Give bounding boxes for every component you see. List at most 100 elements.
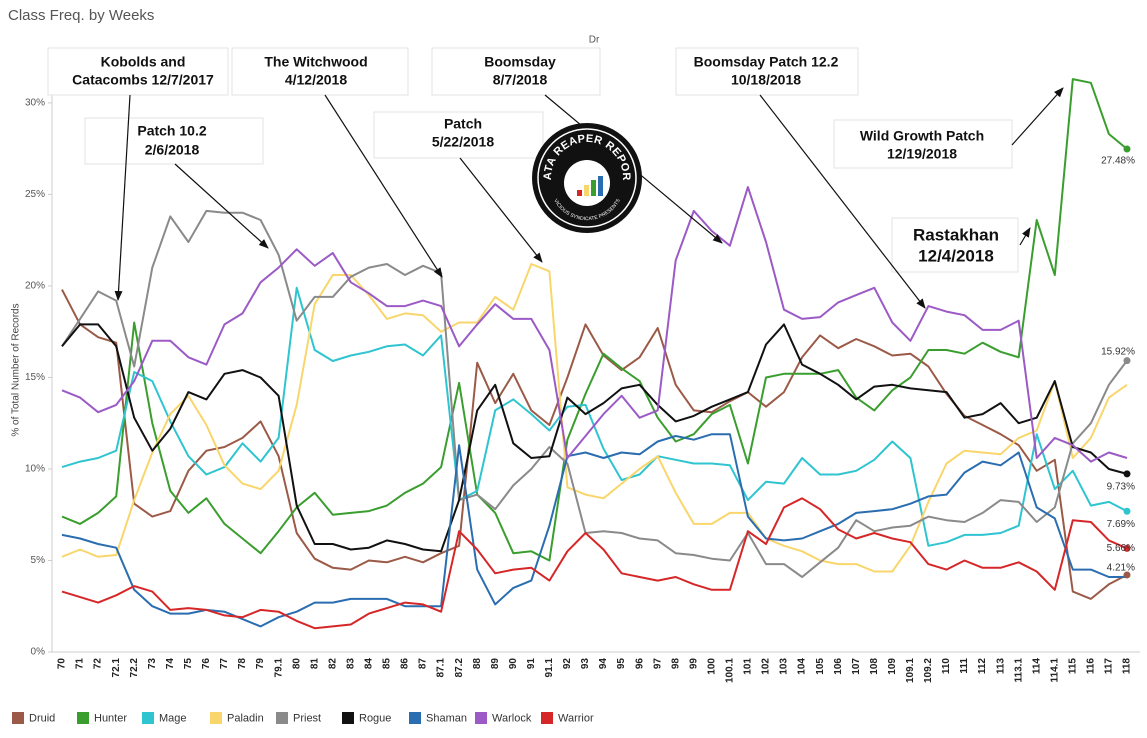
x-tick-label: 108 [869, 658, 880, 675]
end-point [1123, 470, 1131, 478]
annotation-arrow [324, 94, 443, 278]
legend-swatch [77, 712, 89, 724]
y-axis-label: % of Total Number of Records [11, 303, 22, 436]
x-tick-label: 94 [598, 658, 609, 670]
series-line [61, 286, 1128, 547]
legend-swatch [142, 712, 154, 724]
x-tick-label: 105 [815, 658, 826, 675]
x-tick-label: 73 [147, 658, 158, 670]
annotation-arrow [114, 94, 131, 301]
logo-bar [591, 180, 596, 196]
x-tick-label: 114.1 [1049, 658, 1060, 683]
x-tick-label: 86 [400, 658, 411, 670]
annotation-text: 12/4/2018 [918, 246, 994, 265]
x-tick-label: 77 [219, 658, 230, 670]
x-tick-label: 104 [797, 658, 808, 675]
annotation-arrow [174, 163, 269, 249]
legend-swatch [12, 712, 24, 724]
x-tick-label: 79.1 [273, 658, 284, 678]
x-tick-label: 87 [418, 658, 429, 670]
legend-swatch [210, 712, 222, 724]
series-line [61, 186, 1128, 463]
x-tick-label: 87.2 [454, 658, 465, 678]
x-tick-label: 79 [255, 658, 266, 670]
legend-label: Hunter [94, 712, 127, 724]
annotation-arrow [759, 94, 926, 309]
annotation-text: 10/18/2018 [731, 72, 801, 88]
x-tick-label: 89 [490, 658, 501, 670]
x-tick-label: 107 [851, 658, 862, 675]
annotation-text: 5/22/2018 [432, 134, 494, 150]
x-tick-label: 72.1 [111, 658, 122, 678]
end-point [1123, 357, 1131, 365]
logo-bar [598, 176, 603, 196]
x-tick-label: 109 [887, 658, 898, 675]
legend-swatch [342, 712, 354, 724]
x-tick-label: 87.1 [436, 658, 447, 678]
logo-inner [564, 160, 610, 206]
legend-label: Priest [293, 712, 321, 724]
x-tick-label: 76 [201, 658, 212, 670]
legend-label: Rogue [359, 712, 391, 724]
annotation-text: Boomsday [484, 54, 556, 70]
legend-label: Warlock [492, 712, 532, 724]
annotation-box [675, 47, 859, 96]
x-tick-label: 85 [382, 658, 393, 670]
column-header: Dr [589, 35, 600, 46]
annotation-box [891, 217, 1019, 273]
x-tick-label: 115 [1067, 658, 1078, 675]
legend-swatch [409, 712, 421, 724]
end-point [1123, 544, 1131, 552]
annotation-box [373, 111, 544, 159]
series-line [61, 289, 1128, 600]
x-tick-label: 74 [165, 658, 176, 670]
series-line [61, 209, 1128, 578]
x-tick-label: 98 [670, 658, 681, 670]
annotation-text: The Witchwood [264, 54, 367, 70]
annotation-box [47, 47, 229, 96]
y-tick-label: 25% [25, 189, 45, 200]
x-tick-label: 81 [309, 658, 320, 670]
y-tick-label: 20% [25, 281, 45, 292]
logo-bar [577, 190, 582, 196]
x-tick-label: 72.2 [129, 658, 140, 678]
y-tick-label: 15% [25, 372, 45, 383]
legend-swatch [475, 712, 487, 724]
end-point [1123, 145, 1131, 153]
x-tick-label: 109.2 [923, 658, 934, 683]
x-tick-label: 117 [1104, 658, 1115, 675]
legend-label: Druid [29, 712, 55, 724]
annotation-box [231, 47, 409, 96]
y-tick-label: 30% [25, 98, 45, 109]
x-tick-label: 72 [93, 658, 104, 670]
x-tick-label: 110 [941, 658, 952, 675]
legend-label: Mage [159, 712, 187, 724]
annotation-box [431, 47, 601, 96]
x-tick-label: 90 [508, 658, 519, 670]
x-tick-label: 83 [345, 658, 356, 670]
x-tick-label: 113.1 [1013, 658, 1024, 683]
x-tick-label: 109.1 [905, 658, 916, 683]
data-label: 9.73% [1107, 482, 1135, 493]
x-tick-label: 88 [472, 658, 483, 670]
legend-label: Shaman [426, 712, 467, 724]
annotation-text: Patch 10.2 [137, 123, 206, 139]
x-tick-label: 116 [1086, 658, 1097, 675]
x-tick-label: 92 [562, 658, 573, 670]
x-tick-label: 100.1 [725, 658, 736, 683]
end-point [1123, 507, 1131, 515]
series-line [61, 497, 1128, 630]
series-line [61, 433, 1127, 628]
x-tick-label: 111 [959, 658, 970, 674]
annotation-text: Wild Growth Patch [860, 128, 984, 144]
chart-title: Class Freq. by Weeks [8, 7, 154, 24]
x-tick-label: 82 [327, 658, 338, 670]
series-lines [61, 78, 1128, 630]
x-tick-label: 102 [761, 658, 772, 675]
x-tick-label: 99 [688, 658, 699, 670]
x-tick-label: 91 [526, 658, 537, 670]
x-tick-label: 112 [977, 658, 988, 675]
logo: DATA REAPER REPORTVICIOUS SYNDICATE PRES… [0, 0, 642, 233]
x-tick-label: 96 [634, 658, 645, 670]
